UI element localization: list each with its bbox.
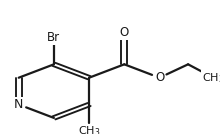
Text: CH$_3$: CH$_3$ — [78, 124, 100, 134]
Text: Br: Br — [47, 31, 60, 44]
Text: CH$_3$: CH$_3$ — [202, 71, 220, 85]
Text: O: O — [120, 26, 129, 39]
Text: N: N — [14, 98, 23, 111]
Text: O: O — [155, 71, 164, 84]
